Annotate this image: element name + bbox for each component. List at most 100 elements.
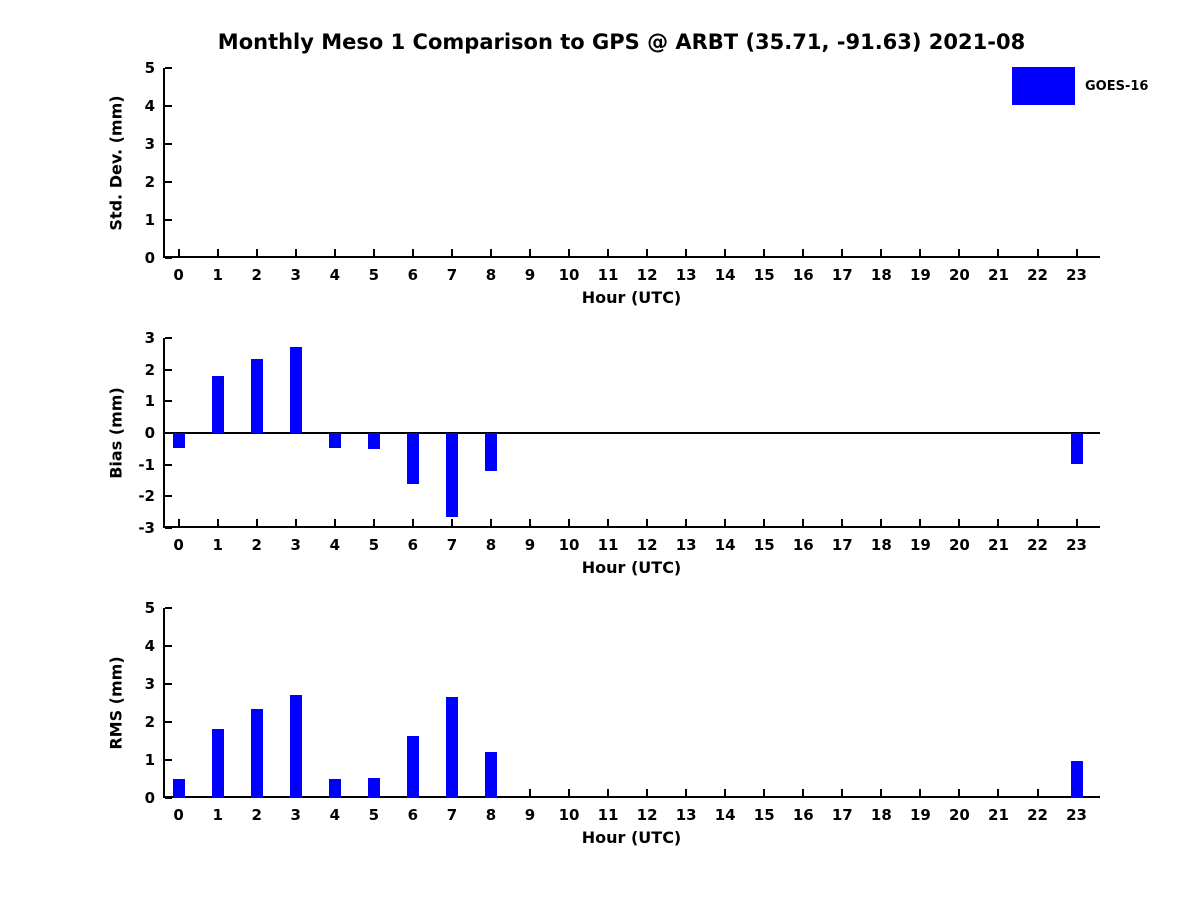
x-tick [802,789,805,796]
x-tick-label: 1 [212,806,223,824]
y-axis-spine [163,68,165,258]
x-tick [568,789,571,796]
x-tick [646,519,649,526]
x-tick-label: 5 [368,536,380,554]
x-tick-label: 2 [251,266,262,284]
bar-hour-7 [445,433,458,518]
x-tick [372,519,375,526]
bias-subplot: Bias (mm) -3 -2 -1 0 1 2 3 0 1 2 3 4 5 6 7 8 9 10 11 12 13 14… [107,329,1100,577]
x-tick [294,519,297,526]
x-tick-label: 11 [597,266,619,284]
x-tick-label: 16 [792,536,814,554]
x-tick [841,249,844,256]
x-axis-spine [163,526,1100,528]
bar-hour-5 [367,778,380,798]
x-tick [568,249,571,256]
x-tick-label: 17 [831,536,853,554]
y-tick [165,219,172,221]
rms-subplot: RMS (mm) 0 1 2 3 4 5 0 1 2 3 4 5 6 7 8 9 10 11 12 13 14 15 16 1… [107,599,1100,847]
x-tick-label: 7 [446,266,458,284]
x-tick-label: 18 [870,806,892,824]
x-tick-label: 0 [173,266,184,284]
x-tick [880,519,883,526]
x-tick [1036,249,1039,256]
x-axis-spine [163,256,1100,258]
y-tick-label: 5 [144,599,155,617]
x-tick-label: 8 [485,266,497,284]
x-tick [802,249,805,256]
x-tick [958,519,961,526]
rms-plot-area: 0 1 2 3 4 5 0 1 2 3 4 5 6 7 8 9 10 11 12 13 14 15 16 17 18 19 20 21… [145,599,1100,824]
x-tick [997,519,1000,526]
x-tick [763,519,766,526]
x-tick-label: 10 [558,806,580,824]
x-tick [372,249,375,256]
x-tick [880,789,883,796]
x-tick-label: 3 [290,806,301,824]
x-tick-label: 16 [792,266,814,284]
bar-hour-6 [406,736,419,798]
x-tick [997,249,1000,256]
x-tick [528,789,531,796]
y-tick-label: 2 [144,173,155,191]
y-tick-label: 2 [144,360,155,379]
y-tick-label: 4 [144,97,155,115]
legend-label: GOES-16 [1085,78,1149,94]
x-tick [1036,789,1039,796]
y-tick [165,721,172,723]
x-tick-label: 9 [524,806,536,824]
x-tick [255,249,258,256]
x-tick [646,249,649,256]
bar-hour-4 [328,779,341,798]
x-tick [607,789,610,796]
x-tick-label: 21 [988,536,1009,554]
y-tick-label: 0 [144,789,155,807]
y-tick-label: -3 [138,519,155,537]
x-tick-label: 4 [329,536,340,554]
y-tick [165,337,172,339]
x-tick [177,519,180,526]
x-tick-label: 23 [1066,266,1087,284]
y-tick [165,527,172,529]
x-tick-label: 10 [558,266,580,284]
x-tick-label: 12 [636,536,658,554]
x-tick [841,789,844,796]
y-tick [165,105,172,107]
x-tick-label: 4 [329,806,340,824]
x-tick-label: 18 [870,536,892,554]
x-tick [685,249,688,256]
stddev-plot-area: 0 1 2 3 4 5 0 1 2 3 4 5 6 7 8 9 10 11 12 13 14 15 16 17 18 19 20 21… [145,59,1100,284]
x-tick [724,249,727,256]
x-tick-label: 0 [173,806,184,824]
x-tick [841,519,844,526]
y-tick [165,495,172,498]
x-tick-label: 8 [485,536,497,554]
x-tick-label: 15 [753,806,775,824]
y-axis-spine [163,608,165,798]
x-tick-label: 7 [446,806,458,824]
x-tick-label: 23 [1066,806,1087,824]
x-tick-label: 6 [407,806,419,824]
x-tick-label: 14 [714,266,736,284]
x-tick-label: 18 [870,266,892,284]
y-tick [165,607,172,609]
y-tick-label: 4 [144,637,155,655]
x-tick [997,789,1000,796]
x-tick-label: 22 [1027,266,1048,284]
x-tick [607,249,610,256]
y-tick [165,67,172,69]
y-tick [165,683,172,685]
bar-hour-23 [1070,760,1083,798]
x-tick-label: 12 [636,266,658,284]
y-tick [165,400,172,403]
x-tick-label: 20 [949,806,970,824]
x-tick [255,519,258,526]
bar-hour-6 [406,433,419,485]
y-tick [165,257,172,259]
bar-hour-7 [445,697,458,798]
y-tick-label: 3 [144,135,155,153]
x-tick-label: 20 [949,536,970,554]
y-tick [165,797,172,799]
x-tick [411,249,414,256]
bias-x-axis-label: Hour (UTC) [581,558,682,577]
